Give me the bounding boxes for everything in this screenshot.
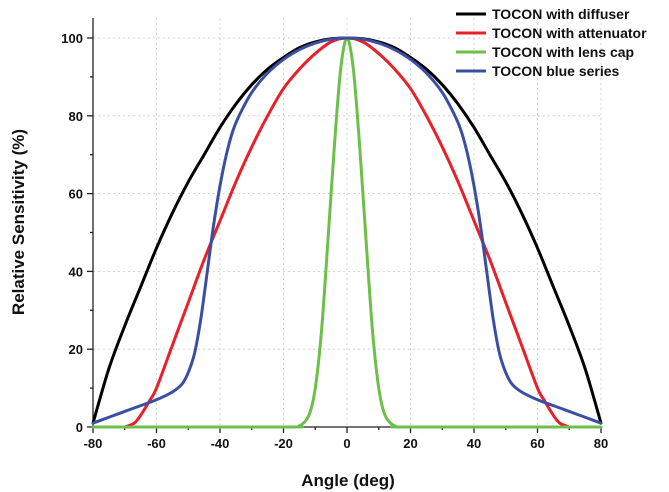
y-tick-label: 60 [69, 187, 83, 202]
x-tick-label: 40 [467, 436, 481, 451]
series-lines [91, 36, 603, 429]
legend-label: TOCON with lens cap [492, 44, 634, 60]
y-tick-label: 100 [61, 31, 83, 46]
x-tick-label: 20 [403, 436, 417, 451]
x-tick-label: -60 [147, 436, 166, 451]
x-tick-label: -40 [211, 436, 230, 451]
x-tick-label: -20 [274, 436, 293, 451]
y-tick-label: 40 [69, 264, 83, 279]
y-tick-label: 80 [69, 109, 83, 124]
y-axis-title: Relative Sensitivity (%) [9, 129, 28, 315]
series-line-tocon-with-diffuser [91, 36, 603, 425]
y-tick-label: 0 [76, 420, 83, 435]
legend-label: TOCON blue series [492, 63, 620, 79]
grid [93, 18, 602, 427]
x-axis-ticks: -80 -60 -40 -20 0 20 40 60 80 [84, 427, 608, 451]
x-tick-label: 60 [530, 436, 544, 451]
y-tick-label: 20 [69, 342, 83, 357]
series-line-tocon-blue-series [91, 36, 603, 425]
legend: TOCON with diffuser TOCON with attenuator… [456, 6, 647, 79]
legend-label: TOCON with diffuser [492, 6, 630, 22]
x-tick-label: 0 [343, 436, 350, 451]
x-axis-title: Angle (deg) [301, 471, 395, 490]
y-axis-ticks: 0 20 40 60 80 100 [61, 31, 93, 435]
x-tick-label: -80 [84, 436, 103, 451]
legend-label: TOCON with attenuator [492, 25, 647, 41]
x-tick-label: 80 [594, 436, 608, 451]
